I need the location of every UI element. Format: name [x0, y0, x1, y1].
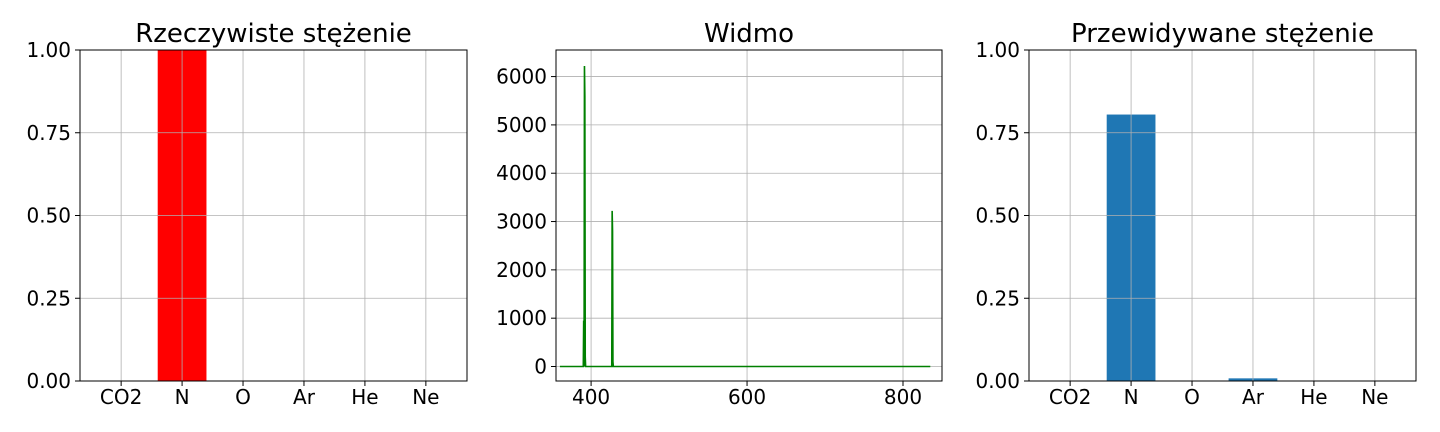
y-tick-label: 1000 — [496, 306, 547, 330]
y-tick-label: 0.25 — [26, 286, 71, 310]
spectrum-line — [559, 65, 931, 368]
subplot-3: Przewidywane stężenie CO2 N O Ar He Ne 0.00 0.25… — [975, 19, 1417, 409]
x-tick-label: 800 — [884, 385, 922, 409]
x-tick-label: Ar — [293, 385, 316, 409]
subplot-2: Widmo 400 600 800 0 1000 2000 3000 4000 5000 6000 — [496, 19, 943, 409]
x-tick-label: 400 — [572, 385, 610, 409]
x-tick-label: O — [1184, 385, 1200, 409]
y-tick-label: 4000 — [496, 161, 547, 185]
x-tick-label: N — [1124, 385, 1139, 409]
y-tick-label: 0.00 — [975, 369, 1020, 393]
x-tick-label: Ar — [1242, 385, 1265, 409]
y-tick-label: 0.00 — [26, 369, 71, 393]
x-tick-label: O — [235, 385, 251, 409]
y-tick-label: 0.75 — [26, 121, 71, 145]
subplot-title: Przewidywane stężenie — [1071, 19, 1374, 49]
x-tick-label: Ne — [1361, 385, 1388, 409]
axes-frame — [1028, 49, 1417, 382]
x-tick-label: 600 — [728, 385, 766, 409]
y-tick-label: 0.50 — [26, 204, 71, 228]
y-tick-label: 1.00 — [26, 38, 71, 62]
x-tick-label: CO2 — [1049, 385, 1091, 409]
x-tick-label: N — [175, 385, 190, 409]
y-tick-label: 2000 — [496, 258, 547, 282]
x-tick-label: Ne — [412, 385, 439, 409]
y-tick-label: 1.00 — [975, 38, 1020, 62]
axes-frame — [555, 49, 943, 382]
subplot-title: Widmo — [704, 19, 794, 49]
y-tick-label: 6000 — [496, 65, 547, 89]
axes-frame — [79, 49, 468, 382]
x-tick-label: He — [1300, 385, 1327, 409]
y-tick-label: 0.50 — [975, 204, 1020, 228]
y-tick-label: 5000 — [496, 113, 547, 137]
y-tick-label: 0.75 — [975, 121, 1020, 145]
subplot-title: Rzeczywiste stężenie — [135, 19, 412, 49]
y-tick-label: 3000 — [496, 210, 547, 234]
y-tick-label: 0 — [534, 355, 547, 379]
y-tick-label: 0.25 — [975, 286, 1020, 310]
subplot-1: Rzeczywiste stężenie CO2 N O Ar He Ne 0.00 0.25 0… — [26, 19, 468, 409]
x-tick-label: CO2 — [100, 385, 142, 409]
x-tick-label: He — [351, 385, 378, 409]
